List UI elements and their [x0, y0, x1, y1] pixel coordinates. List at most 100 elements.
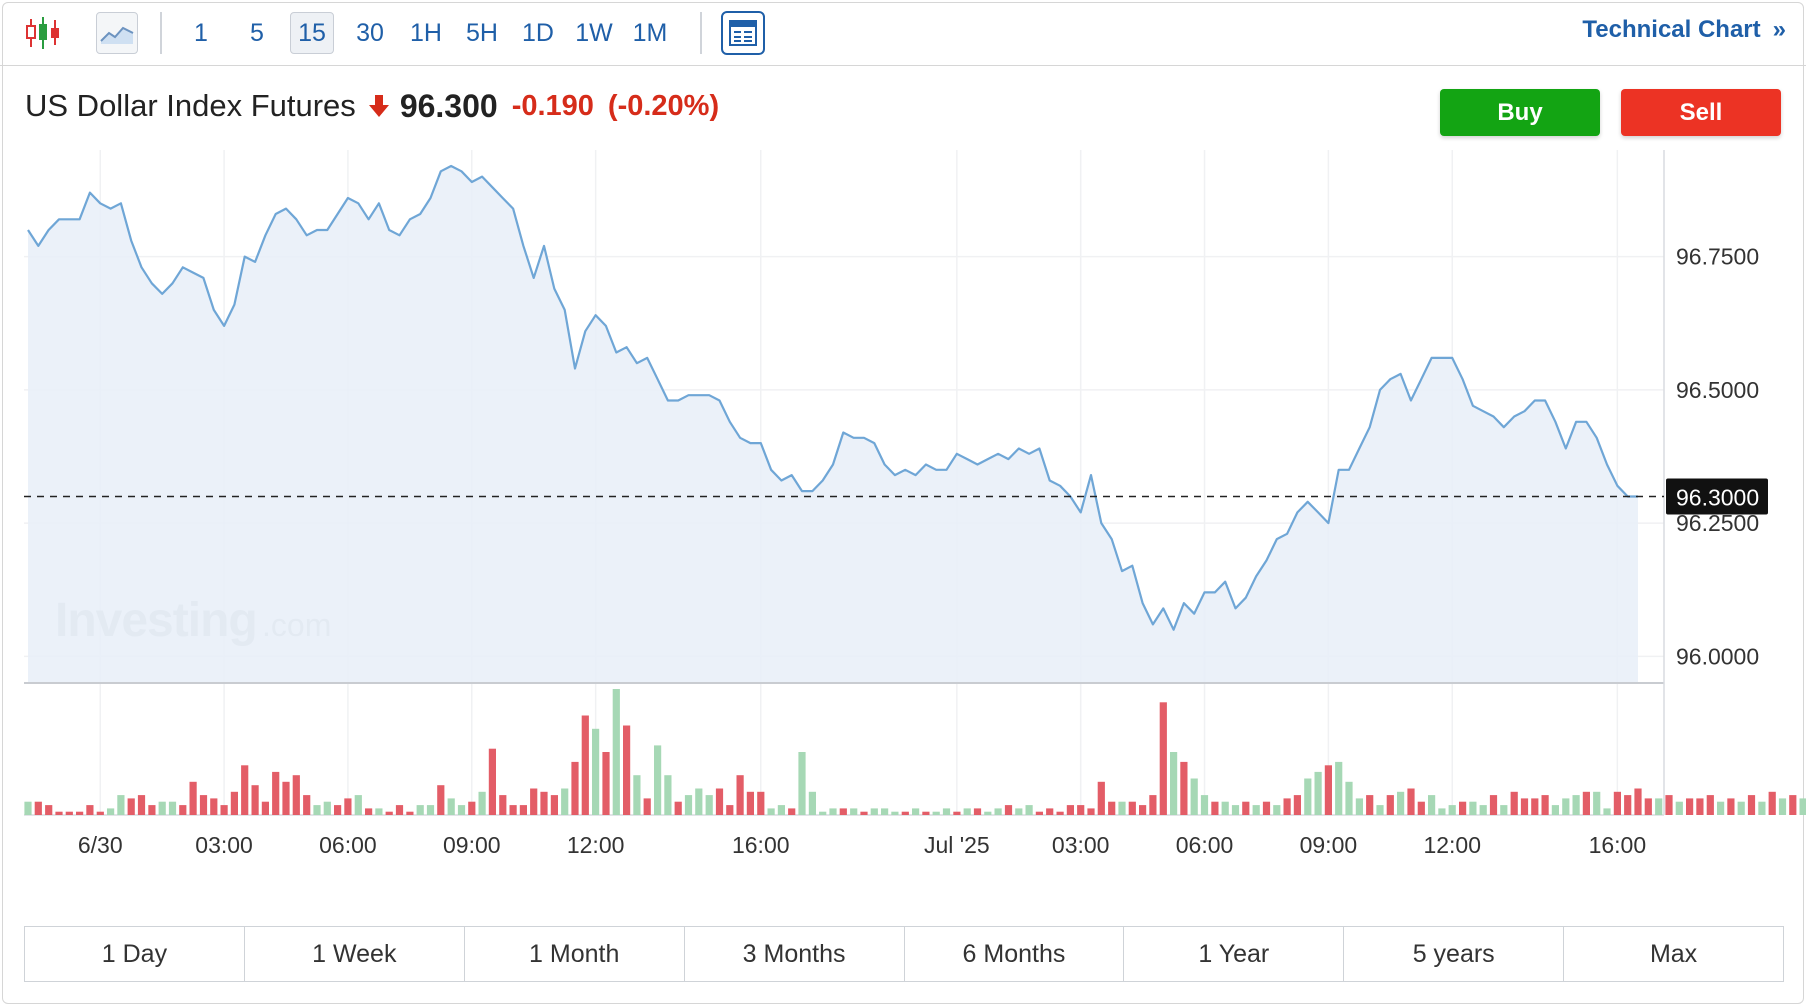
- volume-bar: [96, 811, 104, 815]
- volume-bar: [654, 745, 662, 815]
- volume-bar: [839, 808, 847, 815]
- x-tick-label: 16:00: [1589, 832, 1647, 858]
- volume-bar: [1324, 765, 1332, 815]
- volume-bar: [230, 791, 238, 815]
- volume-bar: [891, 811, 899, 815]
- volume-bar: [1737, 801, 1745, 815]
- volume-bar: [1603, 808, 1611, 815]
- volume-bar: [1159, 702, 1167, 815]
- volume-bar: [1758, 801, 1766, 815]
- volume-bar: [292, 775, 300, 815]
- x-tick-label: 03:00: [195, 832, 253, 858]
- volume-bar: [148, 805, 156, 815]
- volume-bar: [1489, 795, 1498, 815]
- range-3-months[interactable]: 3 Months: [685, 927, 905, 981]
- timeframe-5[interactable]: 5: [250, 18, 264, 47]
- volume-bar: [715, 788, 724, 815]
- timeframe-1m[interactable]: 1M: [632, 18, 668, 47]
- range-max[interactable]: Max: [1649, 939, 1698, 968]
- volume-bar: [1593, 791, 1601, 815]
- volume-bar: [65, 811, 73, 815]
- volume-bar: [385, 811, 393, 815]
- x-tick-label: 06:00: [319, 832, 377, 858]
- layout-icon[interactable]: [721, 11, 765, 55]
- volume-bar: [468, 801, 476, 815]
- price-area: [28, 166, 1638, 683]
- timeframe-1[interactable]: 1: [194, 18, 208, 47]
- volume-bar: [1531, 798, 1539, 815]
- volume-bar: [334, 805, 342, 815]
- volume-bar: [788, 808, 796, 815]
- price-chart[interactable]: Investing.com96.750096.500096.250096.000…: [0, 0, 1806, 900]
- instrument-name: US Dollar Index Futures: [25, 88, 356, 123]
- price-change: -0.190: [511, 89, 594, 122]
- timeframe-1w[interactable]: 1W: [575, 18, 613, 47]
- volume-bar: [282, 781, 290, 815]
- volume-bar: [623, 725, 631, 815]
- line-chart-icon[interactable]: [96, 12, 138, 54]
- timeframe-1h[interactable]: 1H: [410, 18, 442, 47]
- range-5-years[interactable]: 5 years: [1344, 927, 1565, 981]
- volume-bar: [272, 771, 280, 815]
- volume-bar: [1015, 808, 1023, 815]
- volume-bar: [973, 808, 982, 815]
- volume-bar: [767, 808, 775, 815]
- volume-bar: [850, 808, 858, 815]
- volume-bar: [509, 805, 517, 815]
- volume-bar: [1479, 805, 1487, 815]
- range-1-month[interactable]: 1 Month: [465, 927, 685, 981]
- volume-bar: [1077, 805, 1085, 815]
- technical-chart-link[interactable]: Technical Chart »: [1582, 16, 1786, 44]
- volume-bar: [633, 775, 641, 815]
- volume-bar: [1459, 801, 1467, 815]
- toolbar-separator: [160, 12, 162, 54]
- range-1-year[interactable]: 1 Year: [1124, 927, 1345, 981]
- timeframe-1d[interactable]: 1D: [522, 18, 554, 47]
- volume-bar: [1376, 805, 1384, 815]
- volume-bar: [705, 795, 713, 815]
- volume-bar: [571, 761, 579, 815]
- sell-button[interactable]: Sell: [1621, 89, 1781, 136]
- volume-bar: [45, 805, 53, 815]
- volume-bar: [1655, 798, 1663, 815]
- volume-bar: [199, 795, 208, 815]
- volume-bar: [942, 808, 951, 815]
- buy-button[interactable]: Buy: [1440, 89, 1600, 136]
- volume-bar: [189, 781, 197, 815]
- volume-bar: [251, 785, 259, 815]
- price-line: [27, 164, 1638, 631]
- volume-bar: [963, 808, 971, 815]
- volume-bar: [34, 801, 42, 815]
- volume-bar: [1624, 795, 1632, 815]
- volume-bar: [220, 805, 228, 815]
- volume-bar: [819, 811, 827, 815]
- volume-bar: [1149, 795, 1157, 815]
- volume-bar: [1428, 795, 1436, 815]
- volume-bar: [1417, 801, 1425, 815]
- range-1-week[interactable]: 1 Week: [245, 927, 465, 981]
- timeframe-15[interactable]: 15: [290, 12, 334, 54]
- volume-bar: [1283, 798, 1291, 815]
- volume-bar: [86, 805, 94, 815]
- candlestick-chart-icon[interactable]: [22, 12, 64, 54]
- volume-bar: [1139, 805, 1147, 815]
- volume-bar: [550, 795, 558, 815]
- volume-bar: [1262, 801, 1271, 815]
- volume-bar: [829, 808, 837, 815]
- x-tick-label: 09:00: [443, 832, 501, 858]
- timeframe-5h[interactable]: 5H: [466, 18, 498, 47]
- volume-bar: [1448, 805, 1456, 815]
- range-6-months[interactable]: 6 Months: [905, 927, 1125, 981]
- current-price-badge: [1666, 478, 1768, 515]
- volume-bar: [395, 805, 404, 815]
- volume-bar: [1469, 801, 1477, 815]
- volume-bar: [1025, 805, 1033, 815]
- price-change-percent: (-0.20%): [607, 89, 720, 122]
- timeframe-30[interactable]: 30: [356, 18, 384, 47]
- x-tick-label: 16:00: [732, 832, 790, 858]
- volume-bar: [643, 798, 651, 815]
- volume-bar: [1004, 805, 1013, 815]
- range-1-day[interactable]: 1 Day: [25, 927, 245, 981]
- volume-bar: [1510, 791, 1518, 815]
- y-tick-label: 96.7500: [1676, 244, 1759, 270]
